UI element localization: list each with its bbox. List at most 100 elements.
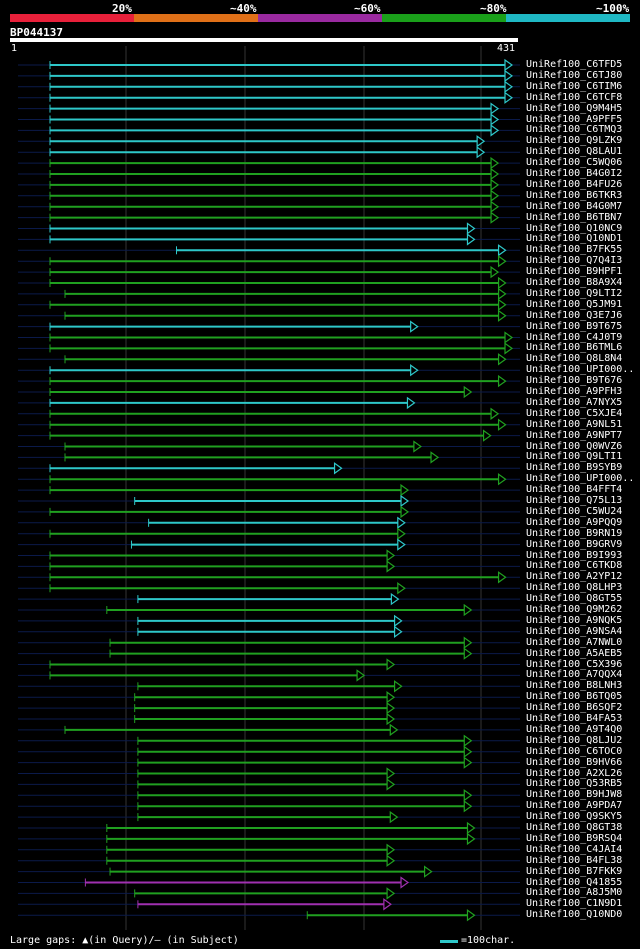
hit-label[interactable]: UniRef100_A9PFH3 bbox=[526, 386, 623, 397]
hit-label[interactable]: UniRef100_Q8GT38 bbox=[526, 822, 623, 833]
hit-end-arrow bbox=[463, 734, 473, 747]
hit-label[interactable]: UniRef100_Q9LTI1 bbox=[526, 451, 623, 463]
hit-label[interactable]: UniRef100_B9T676 bbox=[526, 375, 623, 387]
hit-label[interactable]: UniRef100_B4FL38 bbox=[526, 854, 623, 866]
hit-label[interactable]: UniRef100_C6TKD8 bbox=[526, 560, 623, 572]
hit-end-arrow bbox=[386, 887, 396, 900]
hit-end-arrow bbox=[476, 135, 486, 148]
hit-label[interactable]: UniRef100_C6TIM6 bbox=[526, 80, 623, 92]
hit-label[interactable]: UniRef100_B6SQF2 bbox=[526, 702, 623, 714]
hit-label[interactable]: UniRef100_A9T4Q0 bbox=[526, 723, 623, 735]
hit-label[interactable]: UniRef100_Q0WVZ6 bbox=[526, 440, 623, 452]
hit-end-arrow bbox=[430, 451, 440, 464]
hit-label[interactable]: UniRef100_B9T675 bbox=[526, 320, 623, 332]
hit-label[interactable]: UniRef100_C5XJE4 bbox=[526, 407, 623, 419]
hit-label[interactable]: UniRef100_Q8LHP3 bbox=[526, 582, 623, 594]
query-line bbox=[10, 38, 518, 42]
hit-label[interactable]: UniRef100_B9HPF1 bbox=[526, 266, 623, 278]
hit-label[interactable]: UniRef100_A9NQK5 bbox=[526, 614, 623, 626]
hit-label[interactable]: UniRef100_UPI000.. bbox=[526, 364, 635, 376]
hit-label[interactable]: UniRef100_B8A9X4 bbox=[526, 277, 623, 288]
hit-label[interactable]: UniRef100_B4FU26 bbox=[526, 178, 623, 190]
hit-label[interactable]: UniRef100_Q9LZK9 bbox=[526, 135, 623, 147]
hit-label[interactable]: UniRef100_A7NYX5 bbox=[526, 396, 623, 408]
hit-label[interactable]: UniRef100_A9NSA4 bbox=[526, 625, 623, 637]
hit-label[interactable]: UniRef100_B6TQ05 bbox=[526, 691, 623, 703]
hit-label[interactable]: UniRef100_B8LNH3 bbox=[526, 680, 623, 692]
hit-label[interactable]: UniRef100_Q5JM91 bbox=[526, 298, 623, 310]
hit-end-arrow bbox=[497, 374, 507, 388]
hit-label[interactable]: UniRef100_B4G0I2 bbox=[526, 168, 623, 179]
hit-label[interactable]: UniRef100_Q53RB5 bbox=[526, 778, 623, 790]
hit-end-arrow bbox=[466, 233, 476, 246]
hit-label[interactable]: UniRef100_B9HV66 bbox=[526, 756, 623, 768]
hit-end-arrow bbox=[490, 211, 500, 224]
hit-label[interactable]: UniRef100_Q8LAU1 bbox=[526, 146, 623, 158]
hit-label[interactable]: UniRef100_C1N9D1 bbox=[526, 898, 623, 910]
hit-label[interactable]: UniRef100_UPI000.. bbox=[526, 473, 635, 485]
hit-end-arrow bbox=[389, 723, 399, 737]
hit-label[interactable]: UniRef100_A9NL51 bbox=[526, 418, 623, 430]
hit-label[interactable]: UniRef100_Q41855 bbox=[526, 876, 623, 888]
hit-label[interactable]: UniRef100_A2YP12 bbox=[526, 571, 623, 583]
hit-end-arrow bbox=[397, 516, 406, 529]
hit-end-arrow bbox=[490, 265, 500, 279]
hit-label[interactable]: UniRef100_A7NWL0 bbox=[526, 636, 623, 648]
hit-label[interactable]: UniRef100_B4FA53 bbox=[526, 713, 623, 724]
hit-label[interactable]: UniRef100_Q10NC9 bbox=[526, 222, 623, 234]
hit-label[interactable]: UniRef100_B6TKR3 bbox=[526, 189, 623, 201]
hit-label[interactable]: UniRef100_A2XL26 bbox=[526, 767, 623, 779]
hit-label[interactable]: UniRef100_Q7Q4I3 bbox=[526, 255, 623, 267]
hit-label[interactable]: UniRef100_C4JAI4 bbox=[526, 843, 623, 855]
hit-end-arrow bbox=[490, 178, 500, 192]
hit-label[interactable]: UniRef100_A8J5M0 bbox=[526, 887, 623, 899]
hit-label[interactable]: UniRef100_A9PFF5 bbox=[526, 113, 623, 125]
hit-label[interactable]: UniRef100_Q9LTI2 bbox=[526, 287, 623, 299]
hit-label[interactable]: UniRef100_B7FK55 bbox=[526, 244, 623, 256]
hit-label[interactable]: UniRef100_A9PQQ9 bbox=[526, 516, 623, 528]
hit-label[interactable]: UniRef100_Q3E7J6 bbox=[526, 309, 623, 321]
hit-label[interactable]: UniRef100_B9GRV9 bbox=[526, 538, 623, 550]
hit-label[interactable]: UniRef100_Q9M4H5 bbox=[526, 102, 623, 114]
hit-label[interactable]: UniRef100_Q9SKY5 bbox=[526, 811, 623, 823]
hit-label[interactable]: UniRef100_B4G0M7 bbox=[526, 200, 623, 212]
hit-label[interactable]: UniRef100_C5WU24 bbox=[526, 505, 623, 517]
hit-end-arrow bbox=[386, 658, 396, 671]
hit-label[interactable]: UniRef100_A5AEB5 bbox=[526, 647, 623, 659]
hit-label[interactable]: UniRef100_Q10ND0 bbox=[526, 909, 623, 921]
hit-label[interactable]: UniRef100_B7FKK9 bbox=[526, 865, 623, 877]
hit-label[interactable]: UniRef100_B9RN19 bbox=[526, 527, 623, 539]
hit-label[interactable]: UniRef100_B9RSQ4 bbox=[526, 832, 623, 844]
hit-end-arrow bbox=[463, 800, 473, 813]
hit-end-arrow bbox=[476, 146, 486, 159]
hit-label[interactable]: UniRef100_B6TBN7 bbox=[526, 211, 623, 223]
hit-label[interactable]: UniRef100_Q75L13 bbox=[526, 495, 623, 506]
hit-label[interactable]: UniRef100_A9PDA7 bbox=[526, 800, 623, 812]
hit-label[interactable]: UniRef100_B9HJW8 bbox=[526, 789, 623, 801]
hit-label[interactable]: UniRef100_C6TFD5 bbox=[526, 59, 623, 70]
hit-label[interactable]: UniRef100_Q9M262 bbox=[526, 604, 623, 615]
hit-label[interactable]: UniRef100_C6TCF8 bbox=[526, 91, 623, 103]
hit-label[interactable]: UniRef100_Q10ND1 bbox=[526, 233, 623, 245]
hit-end-arrow bbox=[504, 69, 514, 83]
hit-label[interactable]: UniRef100_B9SYB9 bbox=[526, 462, 623, 474]
hit-label[interactable]: UniRef100_C6TJ80 bbox=[526, 69, 623, 81]
hit-label[interactable]: UniRef100_C5X396 bbox=[526, 658, 623, 670]
hit-label[interactable]: UniRef100_C6TMQ3 bbox=[526, 124, 623, 136]
hit-end-arrow bbox=[497, 353, 507, 366]
hit-label[interactable]: UniRef100_Q8LJU2 bbox=[526, 734, 623, 746]
hit-end-arrow bbox=[497, 255, 507, 268]
hit-end-arrow bbox=[466, 222, 476, 235]
hit-label[interactable]: UniRef100_B4FFT4 bbox=[526, 484, 623, 496]
hit-label[interactable]: UniRef100_Q8L8N4 bbox=[526, 353, 623, 365]
hit-label[interactable]: UniRef100_B9I993 bbox=[526, 549, 623, 561]
hit-label[interactable]: UniRef100_A7QQX4 bbox=[526, 669, 623, 681]
hit-label[interactable]: UniRef100_C5WQ06 bbox=[526, 157, 623, 169]
hit-end-arrow bbox=[466, 821, 476, 835]
hit-label[interactable]: UniRef100_B6TML6 bbox=[526, 342, 623, 354]
hit-label[interactable]: UniRef100_A9NPT7 bbox=[526, 429, 623, 441]
hit-label[interactable]: UniRef100_C4J0T9 bbox=[526, 331, 623, 343]
hit-label[interactable]: UniRef100_C6TOC0 bbox=[526, 745, 623, 757]
hit-label[interactable]: UniRef100_Q8GT55 bbox=[526, 593, 623, 605]
hit-end-arrow bbox=[383, 898, 392, 911]
